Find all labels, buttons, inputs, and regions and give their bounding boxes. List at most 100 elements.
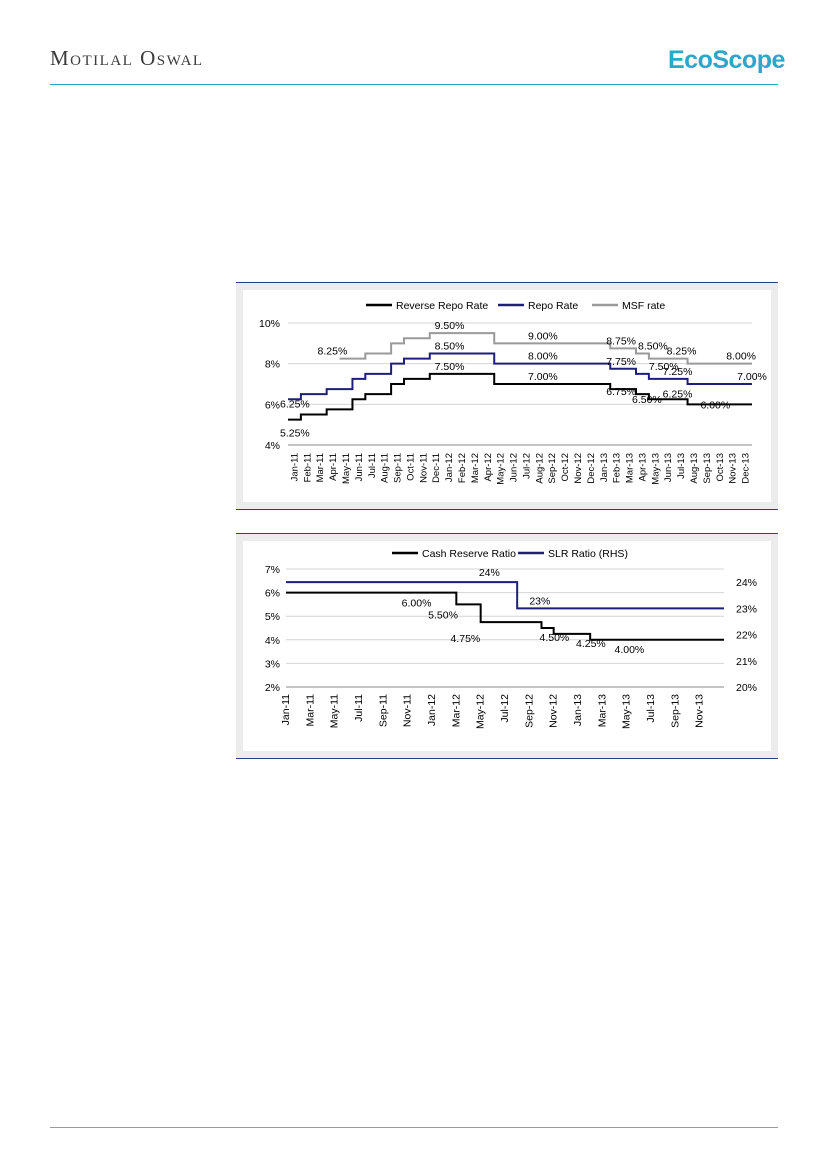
- y-tick-label: 8%: [265, 359, 280, 371]
- x-tick-label: Jan-12: [426, 694, 438, 726]
- x-tick-label: Mar-13: [596, 694, 608, 727]
- data-label: 7.50%: [435, 361, 465, 373]
- data-label: 7.00%: [737, 371, 767, 383]
- x-tick-label: Sep-12: [523, 694, 535, 728]
- legend-label: SLR Ratio (RHS): [548, 548, 628, 560]
- policy-rates-chart: 4% 6% 8% 10% Jan-11 Feb-11 Mar-11 Apr-11 May-11 J…: [236, 282, 778, 510]
- x-tick-label: Jul-11: [367, 453, 378, 478]
- x-tick-label: May-12: [475, 694, 487, 729]
- data-label: 9.00%: [528, 330, 558, 342]
- x-tick-label: Mar-13: [625, 453, 636, 483]
- data-label: 8.25%: [318, 346, 348, 358]
- data-label: 8.75%: [606, 335, 636, 347]
- data-label: 5.25%: [280, 428, 310, 440]
- x-tick-label: Sep-11: [377, 694, 389, 727]
- y2-tick-label: 22%: [736, 630, 757, 642]
- x-tick-label: Dec-13: [741, 453, 752, 484]
- data-label: 6.75%: [606, 386, 636, 398]
- y-tick-label: 7%: [265, 564, 280, 576]
- x-tick-label: Jul-13: [676, 453, 687, 479]
- x-tick-label: Nov-11: [402, 694, 414, 727]
- x-tick-label: Mar-12: [450, 694, 462, 727]
- y2-tick-label: 20%: [736, 682, 757, 694]
- data-label: 8.00%: [528, 351, 558, 363]
- reserve-ratio-chart: 2% 3% 4% 5% 6% 7% 20% 21% 22% 23% 24% Jan-11 Mar-11 M…: [236, 533, 778, 759]
- x-tick-label: Oct-13: [715, 453, 726, 482]
- header-divider: [50, 84, 778, 85]
- x-tick-label: Feb-12: [457, 453, 468, 483]
- legend-label: MSF rate: [622, 300, 665, 312]
- x-tick-label: Nov-13: [728, 453, 739, 484]
- x-tick-label: Jul-12: [521, 453, 532, 479]
- data-label: 6.00%: [700, 399, 730, 411]
- reserve-ratio-svg: 2% 3% 4% 5% 6% 7% 20% 21% 22% 23% 24% Jan-11 Mar-11 M…: [243, 541, 771, 751]
- data-label: 6.50%: [632, 394, 662, 406]
- x-tick-label: Jul-11: [353, 694, 365, 722]
- x-tick-label: Dec-11: [431, 453, 442, 483]
- legend-label: Repo Rate: [528, 300, 578, 312]
- ecoscope-logo: EcoScope: [668, 46, 785, 74]
- data-label: 8.25%: [667, 346, 697, 358]
- x-tick-label: May-12: [496, 453, 507, 485]
- y-tick-label: 4%: [265, 635, 280, 647]
- x-tick-label: Jun-11: [354, 453, 365, 481]
- x-tick-label: Feb-11: [302, 453, 313, 482]
- data-label: 5.50%: [428, 609, 458, 621]
- data-label: 4.00%: [615, 644, 645, 656]
- data-label: 4.25%: [576, 638, 606, 650]
- x-tick-label: Jul-12: [499, 694, 511, 723]
- y2-tick-label: 24%: [736, 577, 757, 589]
- x-tick-label: Dec-12: [586, 453, 597, 484]
- series-line: [288, 372, 752, 421]
- data-label: 7.00%: [528, 371, 558, 383]
- y-tick-label: 6%: [265, 588, 280, 600]
- data-label: 8.50%: [435, 341, 465, 353]
- legend-label: Reverse Repo Rate: [396, 300, 488, 312]
- x-tick-label: Jan-13: [572, 694, 584, 726]
- x-tick-label: May-11: [329, 694, 341, 728]
- footer-divider: [50, 1127, 778, 1128]
- series-line: [286, 591, 724, 641]
- data-label: 7.25%: [663, 366, 693, 378]
- x-tick-label: Oct-12: [560, 453, 571, 482]
- plot-area: [243, 290, 771, 502]
- x-tick-label: Jun-13: [663, 453, 674, 482]
- x-tick-label: May-13: [650, 453, 661, 485]
- data-label: 24%: [479, 567, 500, 579]
- data-label: 6.00%: [402, 598, 432, 610]
- data-label: 4.50%: [540, 632, 570, 644]
- y-tick-label: 2%: [265, 682, 280, 694]
- x-tick-label: Mar-11: [304, 694, 316, 727]
- x-tick-label: Sep-11: [393, 453, 404, 483]
- series-line: [286, 581, 724, 610]
- plot-area: [243, 541, 771, 751]
- x-tick-label: Feb-13: [612, 453, 623, 483]
- x-tick-label: Sep-13: [702, 453, 713, 484]
- x-tick-label: Nov-11: [418, 453, 429, 483]
- x-tick-label: Oct-11: [405, 453, 416, 481]
- y2-tick-label: 21%: [736, 656, 757, 668]
- x-tick-label: Mar-11: [315, 453, 326, 482]
- y-tick-label: 4%: [265, 440, 280, 452]
- x-tick-label: Nov-13: [694, 694, 706, 728]
- x-tick-label: Jan-11: [289, 453, 300, 481]
- x-tick-label: Aug-12: [534, 453, 545, 484]
- y-tick-label: 3%: [265, 658, 280, 670]
- x-tick-label: Sep-12: [547, 453, 558, 484]
- x-tick-label: Apr-12: [483, 453, 494, 482]
- x-tick-label: Sep-13: [669, 694, 681, 728]
- data-label: 9.50%: [435, 320, 465, 332]
- x-tick-label: Jan-12: [444, 453, 455, 482]
- x-tick-label: May-11: [341, 453, 352, 484]
- x-tick-label: Aug-13: [689, 453, 700, 484]
- x-tick-label: Jan-13: [599, 453, 610, 482]
- x-tick-label: Apr-11: [328, 453, 339, 481]
- data-label: 6.25%: [280, 398, 310, 410]
- series-line: [288, 352, 752, 401]
- x-tick-label: Jan-11: [280, 694, 292, 725]
- brand-name: Motilal Oswal: [50, 46, 204, 70]
- y-tick-label: 6%: [265, 399, 280, 411]
- data-label: 6.25%: [663, 388, 693, 400]
- data-label: 23%: [529, 595, 550, 607]
- x-tick-label: Mar-12: [470, 453, 481, 483]
